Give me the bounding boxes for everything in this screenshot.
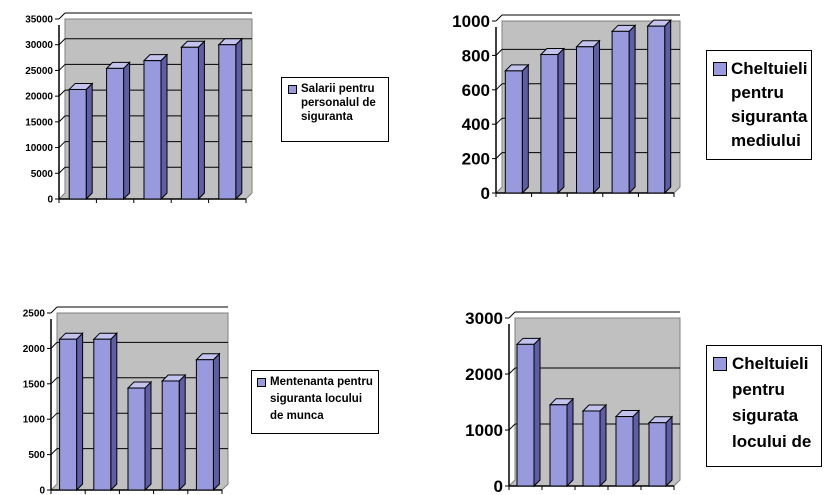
gridline-diag-2 [495, 117, 503, 125]
y-tick-label-1: 25000 [25, 66, 53, 77]
bar-4-2-side [566, 397, 574, 488]
gridline-diag-1 [58, 38, 66, 46]
gridline-diag-3 [50, 306, 58, 314]
gridline-diag-2 [495, 49, 503, 56]
bar-1-2-side [123, 61, 131, 201]
gridline-diag-3 [50, 377, 58, 385]
y-tick-label-3: 2000 [23, 344, 46, 355]
gridline-diag-4 [508, 367, 516, 375]
bar-2-2-side [557, 47, 565, 195]
bar-1-4 [180, 46, 199, 200]
legend-chart-4: Cheltuieli pentru sigurata locului de [706, 345, 822, 467]
bar-4-1-side [533, 337, 541, 488]
bar-2-4 [611, 30, 630, 194]
gridline-diag-3 [50, 448, 58, 455]
bar-1-5 [218, 44, 237, 200]
legend-swatch-1 [288, 85, 297, 94]
bar-4-3-side [599, 403, 607, 488]
y-tick-label-4: 0 [494, 477, 503, 495]
gridline-diag-1 [58, 166, 66, 174]
bar-3-1-side [76, 331, 84, 492]
y-tick-label-1: 35000 [25, 15, 53, 26]
bar-4-5 [648, 422, 667, 487]
bar-3-5-side [212, 352, 220, 492]
y-tick-label-4: 3000 [465, 309, 503, 328]
bar-4-5-side [665, 415, 673, 488]
bar-2-3-side [593, 39, 600, 195]
bar-4-1 [516, 343, 535, 487]
bar-1-1 [68, 88, 87, 200]
bar-1-5-side [235, 37, 243, 201]
y-tick-label-2: 400 [462, 115, 490, 134]
y-tick-label-3: 0 [39, 486, 45, 495]
y-tick-label-4: 1000 [465, 421, 503, 440]
y-tick-label-1: 15000 [25, 117, 53, 128]
gridline-diag-1 [58, 12, 66, 20]
y-tick-label-2: 600 [462, 81, 490, 100]
legend-chart-1: Salarii pentru personalul de siguranta [281, 77, 389, 142]
legend-label-2: Cheltuieli pentru siguranta mediului [731, 59, 808, 150]
bar-2-3 [576, 46, 594, 194]
bar-4-4 [615, 416, 634, 487]
legend-chart-3: Mentenanta pentru siguranta locului de m… [251, 370, 379, 434]
gridline-diag-1 [58, 141, 66, 148]
y-tick-label-1: 30000 [25, 40, 53, 51]
bar-1-3-side [160, 53, 168, 201]
legend-chart-2: Cheltuieli pentru siguranta mediului [706, 50, 812, 160]
y-tick-label-1: 10000 [25, 143, 53, 154]
gridline-diag-1 [58, 64, 66, 71]
legend-swatch-2 [713, 62, 727, 76]
y-tick-label-2: 0 [481, 184, 490, 203]
gridline-diag-2 [495, 152, 503, 159]
gridline-diag-4 [508, 423, 516, 431]
legend-swatch-3 [257, 378, 266, 387]
bar-4-2 [549, 404, 568, 487]
bar-2-1 [504, 70, 523, 194]
y-tick-label-3: 1500 [23, 379, 46, 390]
y-tick-label-3: 2500 [23, 309, 46, 320]
bar-3-4-side [178, 373, 186, 492]
bar-1-3 [143, 60, 162, 200]
bar-3-3 [127, 387, 146, 491]
bar-3-3-side [144, 380, 152, 492]
legend-swatch-4 [713, 357, 727, 371]
y-tick-label-3: 1000 [23, 415, 46, 426]
gridline-diag-2 [495, 14, 503, 22]
bar-3-5 [195, 359, 214, 491]
bar-2-1-side [521, 63, 529, 195]
y-tick-label-2: 1000 [452, 12, 490, 31]
gridline-diag-3 [50, 412, 58, 420]
y-tick-label-1: 0 [47, 195, 53, 206]
bar-3-1 [59, 338, 78, 491]
bar-2-5 [647, 25, 666, 194]
bar-1-1-side [85, 82, 93, 201]
gridline-diag-1 [58, 89, 66, 97]
y-tick-label-3: 500 [28, 450, 45, 461]
y-tick-label-4: 2000 [465, 365, 503, 384]
bar-3-2-side [110, 331, 118, 492]
legend-label-3: Mentenanta pentru siguranta locului de m… [270, 376, 373, 422]
bar-4-4-side [632, 409, 640, 488]
legend-label-1: Salarii pentru personalul de siguranta [301, 83, 376, 123]
gridline-diag-3 [50, 342, 58, 349]
bar-3-2 [93, 338, 112, 491]
bar-1-4-side [197, 40, 205, 201]
y-tick-label-2: 200 [462, 150, 490, 169]
bar-4-3 [582, 410, 601, 487]
y-tick-label-2: 800 [462, 46, 490, 65]
bar-2-4-side [628, 24, 636, 195]
gridline-diag-4 [508, 311, 516, 319]
bar-1-2 [106, 67, 125, 200]
y-tick-label-1: 20000 [25, 92, 53, 103]
gridline-diag-1 [58, 115, 66, 123]
y-tick-label-1: 5000 [31, 169, 54, 180]
bar-3-4 [161, 380, 180, 491]
gridline-diag-2 [495, 83, 503, 91]
bar-2-5-side [664, 18, 672, 195]
legend-label-4: Cheltuieli pentru sigurata locului de [732, 354, 812, 451]
bar-2-2 [540, 54, 559, 194]
